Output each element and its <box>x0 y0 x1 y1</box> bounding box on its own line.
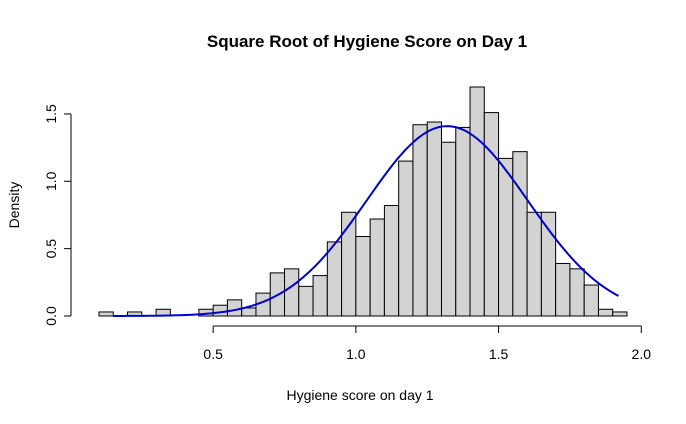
histogram-bar <box>440 141 457 317</box>
histogram-bar <box>298 285 314 317</box>
histogram-bar <box>241 307 257 317</box>
histogram-bar <box>540 211 557 317</box>
histogram-bar <box>483 112 500 317</box>
y-tick-label: 0.0 <box>43 306 59 326</box>
histogram-bar <box>226 299 243 317</box>
histogram-bar <box>512 151 528 317</box>
histogram-bar <box>526 211 542 317</box>
histogram-bar <box>98 311 114 317</box>
density-curve <box>113 125 619 317</box>
histogram-bar <box>369 218 385 317</box>
histogram-bars <box>98 86 628 317</box>
x-tick-label: 1.0 <box>346 346 366 362</box>
histogram-bar <box>312 275 328 317</box>
histogram-bar <box>426 121 442 317</box>
histogram-bar <box>498 157 514 317</box>
histogram-bar <box>612 311 628 317</box>
x-tick-label: 1.5 <box>489 346 509 362</box>
histogram-bar <box>284 268 300 317</box>
histogram-bar <box>326 241 343 317</box>
x-axis: 0.5 1.0 1.5 2.0 <box>203 325 652 362</box>
histogram-bar <box>597 308 614 317</box>
y-tick-label: 1.5 <box>43 104 59 124</box>
y-axis: 0.0 0.5 1.0 1.5 <box>43 104 72 326</box>
histogram-bar <box>398 160 414 317</box>
y-axis-label: Density <box>6 182 22 229</box>
histogram-bar <box>355 236 371 317</box>
x-tick-label: 0.5 <box>203 346 223 362</box>
x-axis-label: Hygiene score on day 1 <box>286 387 433 403</box>
histogram-bar <box>569 268 585 317</box>
histogram-bar <box>212 304 228 317</box>
histogram-bar <box>555 262 571 317</box>
y-tick-label: 0.5 <box>43 239 59 259</box>
x-tick-label: 2.0 <box>632 346 652 362</box>
histogram-bar <box>412 124 428 317</box>
histogram-bar <box>583 284 599 317</box>
histogram-bar <box>383 205 400 317</box>
histogram-bar <box>455 126 471 317</box>
chart-title: Square Root of Hygiene Score on Day 1 <box>207 32 527 51</box>
histogram-bar <box>469 86 485 317</box>
y-tick-label: 1.0 <box>43 171 59 191</box>
histogram-bar <box>341 211 357 317</box>
